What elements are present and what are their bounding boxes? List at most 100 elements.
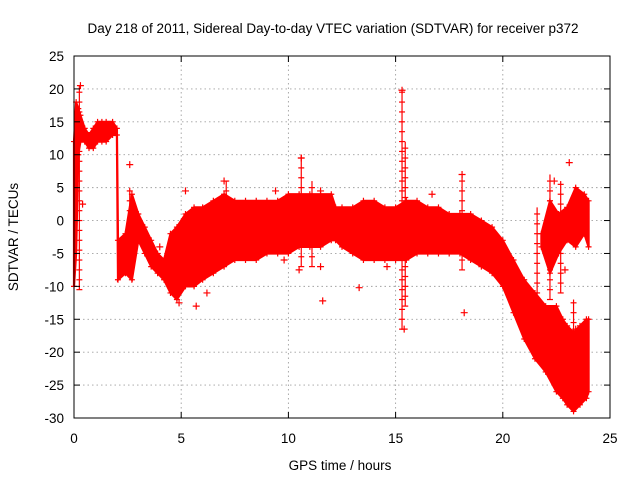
data-point [572, 325, 580, 333]
band-edge-point [572, 243, 579, 250]
band-edge-point [553, 388, 560, 395]
band-edge-point [570, 408, 577, 415]
band-edge-point [148, 237, 155, 244]
band-edge-point [576, 401, 583, 408]
y-axis-label: SDTVAR / TECUs [6, 183, 21, 292]
band-edge-point [231, 257, 238, 264]
band-edge-point [81, 125, 88, 132]
band-edge-point [122, 230, 129, 237]
band-edge-point [199, 204, 206, 211]
data-series [71, 82, 592, 415]
band-edge-point [242, 257, 249, 264]
data-point [565, 159, 573, 167]
band-edge-point [392, 257, 399, 264]
y-tick-label: -20 [44, 345, 64, 360]
band-edge-point [103, 138, 110, 145]
y-tick-label: -30 [44, 411, 64, 426]
data-point [522, 282, 530, 290]
band-edge-point [564, 237, 571, 244]
band-edge-point [122, 270, 129, 277]
y-tick-label: -15 [44, 312, 64, 327]
band-edge-point [332, 204, 339, 211]
band-edge-point [167, 289, 174, 296]
band-edge-point [392, 204, 399, 211]
band-edge-point [467, 257, 474, 264]
band-edge-point [191, 283, 198, 290]
band-edge-point [253, 257, 260, 264]
band-edge-point [381, 204, 388, 211]
band-edge-point [510, 309, 517, 316]
band-edge-point [274, 197, 281, 204]
band-edge-point [161, 257, 168, 264]
chart-title: Day 218 of 2011, Sidereal Day-to-day VTE… [88, 21, 579, 36]
band-edge-point [167, 230, 174, 237]
band-edge-point [109, 118, 116, 125]
data-point [550, 177, 558, 185]
band-edge-point [210, 270, 217, 277]
band-edge-point [77, 112, 84, 119]
data-point [297, 154, 305, 162]
band-edge-point [489, 270, 496, 277]
band-edge-point [478, 263, 485, 270]
band-edge-point [332, 237, 339, 244]
band-edge-point [161, 276, 168, 283]
x-tick-label: 0 [70, 431, 78, 446]
band-edge-point [114, 237, 121, 244]
band-edge-point [585, 243, 592, 250]
data-point [295, 266, 303, 274]
band-edge-point [75, 105, 82, 112]
x-axis: 0 5 10 15 20 25 [70, 56, 618, 446]
data-point [76, 82, 84, 90]
x-tick-label: 25 [602, 431, 617, 446]
band-edge-point [191, 204, 198, 211]
band-edge-point [231, 197, 238, 204]
band-edge-point [583, 395, 590, 402]
band-edge-point [141, 224, 148, 231]
band-edge-point [221, 263, 228, 270]
band-edge-point [154, 250, 161, 257]
data-point [576, 348, 584, 356]
band-edge-point [349, 250, 356, 257]
band-edge-point [339, 204, 345, 211]
band-edge-point [199, 276, 206, 283]
band-edge-point [499, 237, 506, 244]
data-point [156, 243, 164, 251]
y-tick-label: -25 [44, 378, 64, 393]
band-edge-point [285, 191, 292, 198]
data-point [181, 187, 189, 195]
band-edge-point [285, 250, 292, 257]
data-point [383, 263, 391, 271]
band-edge-point [317, 243, 324, 250]
band-edge-point [499, 283, 506, 290]
band-edge-point [135, 237, 142, 244]
band-edge-point [371, 257, 378, 264]
x-axis-label: GPS time / hours [289, 458, 392, 473]
band-edge-point [128, 276, 135, 283]
band-edge-point [446, 250, 453, 257]
data-point [398, 86, 406, 94]
band-edge-point [585, 197, 592, 204]
band-edge-point [81, 138, 88, 145]
plot-frame [73, 55, 611, 419]
band-edge-point [349, 204, 356, 211]
band-edge-point [113, 131, 120, 138]
band-edge-point [478, 217, 485, 224]
data-point [203, 289, 211, 297]
band-edge-point [371, 197, 378, 204]
band-edge-point [274, 250, 281, 257]
data-point [175, 299, 183, 307]
band-edge-point [446, 210, 453, 217]
band-edge-point [581, 230, 588, 237]
band-edge-point [173, 224, 180, 231]
band-edge-point [521, 336, 528, 343]
band-edge-point [210, 197, 217, 204]
y-tick-label: -5 [52, 246, 64, 261]
band-edge-point [489, 224, 496, 231]
data-point [126, 161, 134, 169]
data-point [220, 177, 228, 185]
data-point [280, 256, 288, 264]
data-point [317, 263, 325, 271]
band-edge-point [86, 131, 93, 138]
band-edge-point [263, 197, 270, 204]
